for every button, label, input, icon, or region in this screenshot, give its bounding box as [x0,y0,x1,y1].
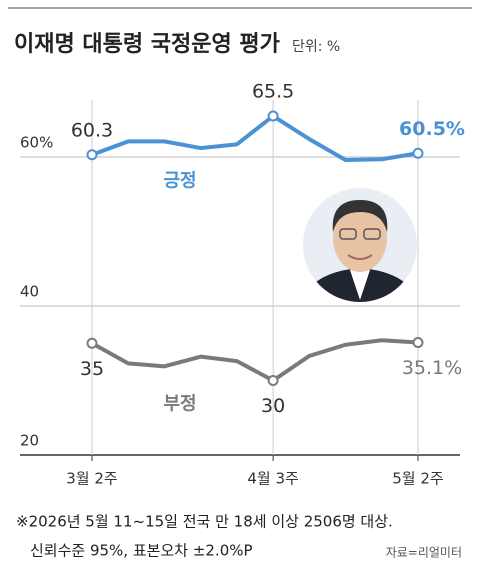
data-label: 60.5% [399,118,465,140]
point-marker [86,337,98,349]
point-marker [412,147,424,159]
series-line [91,338,419,383]
x-tick-label: 5월 2주 [392,470,443,488]
x-tick-label: 4월 3주 [247,470,298,488]
data-label: 65.5 [252,81,294,103]
series-label: 긍정 [163,170,196,191]
point-marker [412,337,424,349]
footnote: 신뢰수준 95%, 표본오차 ±2.0%P [30,542,253,560]
portrait-smile [347,254,373,260]
y-tick-label: 40 [20,283,39,301]
portrait-glasses [363,228,381,240]
portrait-shirt [350,270,370,300]
portrait-face [333,204,387,272]
portrait-hair [332,200,388,232]
portrait [303,188,417,302]
x-tick-label: 3월 2주 [66,470,117,488]
y-tick-label: 60% [20,134,53,152]
point-marker [267,375,279,386]
portrait-glasses [339,228,357,240]
data-label: 35 [80,358,104,380]
point-marker [267,110,279,122]
unit-label: 단위: % [292,39,340,55]
chart-title: 이재명 대통령 국정운영 평가 [14,32,280,57]
y-tick-label: 20 [20,432,39,450]
series-line [91,114,419,162]
footnote: ※2026년 5월 11~15일 전국 만 18세 이상 2506명 대상. [16,513,393,531]
data-label: 60.3 [71,119,113,141]
series-label: 부정 [163,393,196,414]
data-label: 35.1% [402,357,462,379]
source: 자료=리얼미터 [386,546,462,560]
data-label: 30 [261,395,285,417]
point-marker [86,149,98,161]
